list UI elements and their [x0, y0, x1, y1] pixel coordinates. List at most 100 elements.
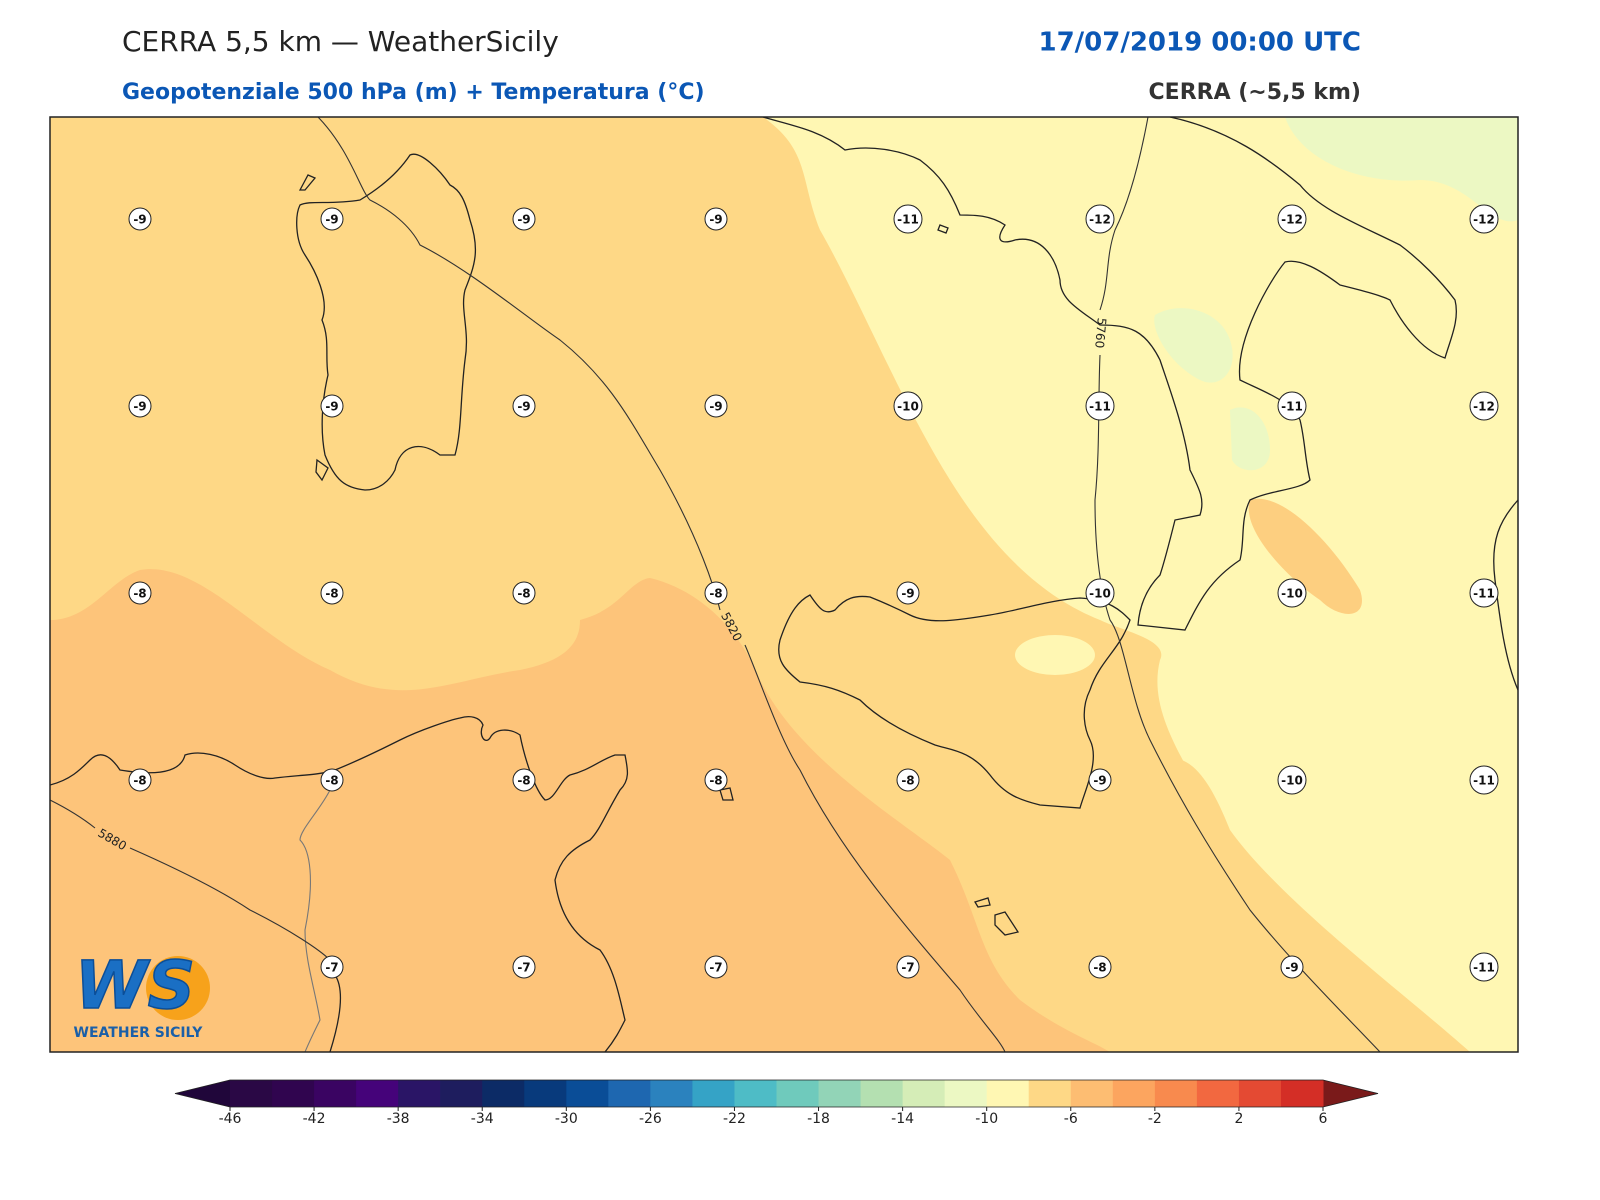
- temp-marker: [704, 394, 728, 418]
- temp-label: -7: [325, 961, 338, 975]
- border: [299, 789, 331, 1052]
- temp-marker: [1085, 391, 1115, 421]
- temp-label: -11: [1281, 400, 1303, 414]
- temp-field: [1154, 308, 1233, 383]
- map-frame: [49, 116, 1519, 1053]
- temp-label: -8: [901, 774, 914, 788]
- colorbar-swatch: [272, 1080, 315, 1107]
- temp-label: -9: [1093, 774, 1106, 788]
- colorbar-swatch: [1196, 1080, 1240, 1107]
- temp-label: -8: [133, 587, 146, 601]
- temp-marker: [512, 955, 536, 979]
- colorbar-swatch: [902, 1080, 946, 1107]
- temp-marker: [896, 955, 920, 979]
- temp-marker: [1277, 765, 1307, 795]
- colorbar-tick-label: -46: [219, 1111, 242, 1127]
- temp-marker: [1280, 955, 1304, 979]
- colorbar-swatch: [1280, 1080, 1324, 1107]
- temp-label: -11: [1473, 961, 1495, 975]
- temp-label: -11: [897, 213, 919, 227]
- colorbar-swatch: [734, 1080, 777, 1107]
- colorbar-swatch: [1154, 1080, 1198, 1107]
- logo: WS WEATHER SICILY: [74, 946, 210, 1041]
- subtitle: Geopotenziale 500 hPa (m) + Temperatura …: [122, 80, 705, 105]
- temp-marker: [704, 207, 728, 231]
- temp-marker: [512, 394, 536, 418]
- temp-label: -8: [325, 587, 338, 601]
- temp-marker: [320, 955, 344, 979]
- colorbar-swatch: [776, 1080, 820, 1107]
- colorbar-tick-label: -22: [723, 1111, 746, 1127]
- temp-marker: [320, 581, 344, 605]
- temp-field: [763, 117, 1518, 1052]
- colorbar-tick-label: 2: [1234, 1111, 1243, 1127]
- map-area: [50, 117, 1518, 1052]
- temp-marker: [320, 768, 344, 792]
- temp-label: -10: [1089, 587, 1111, 601]
- datetime: 17/07/2019 00:00 UTC: [1038, 28, 1361, 58]
- coastline: [762, 117, 1457, 631]
- temp-marker: [1277, 391, 1307, 421]
- temp-marker: [320, 207, 344, 231]
- temp-label: -9: [517, 213, 530, 227]
- temp-field: [1015, 635, 1095, 675]
- colorbar-swatch: [986, 1080, 1030, 1107]
- logo-mark: WS: [75, 947, 195, 1024]
- temp-marker: [1277, 578, 1307, 608]
- temp-label: -9: [901, 587, 914, 601]
- temp-field: [1160, 758, 1470, 1052]
- temp-marker: [512, 207, 536, 231]
- colorbar-swatch: [860, 1080, 904, 1107]
- temp-marker: [1469, 204, 1499, 234]
- temp-marker: [896, 581, 920, 605]
- temp-label: -12: [1473, 400, 1495, 414]
- colorbar-tick-label: -34: [471, 1111, 494, 1127]
- logo-text: WEATHER SICILY: [74, 1025, 204, 1041]
- colorbar-swatch: [398, 1080, 441, 1107]
- temp-marker: [1469, 765, 1499, 795]
- temp-field: [1248, 498, 1362, 614]
- colorbar-swatch: [230, 1080, 273, 1107]
- temp-label: -8: [517, 774, 530, 788]
- temp-label: -9: [1285, 961, 1298, 975]
- colorbar-swatch: [692, 1080, 735, 1107]
- temp-label: -11: [1089, 400, 1111, 414]
- colorbar-tick-label: -6: [1064, 1111, 1078, 1127]
- temp-field: [1285, 117, 1518, 222]
- colorbar-tick-label: -26: [639, 1111, 662, 1127]
- colorbar-swatch: [440, 1080, 483, 1107]
- temp-label: -7: [709, 961, 722, 975]
- temp-label: -9: [709, 400, 722, 414]
- temp-label: -10: [1281, 774, 1303, 788]
- temp-marker: [512, 768, 536, 792]
- colorbar-extend-low: [175, 1080, 230, 1107]
- temp-marker: [320, 394, 344, 418]
- isohypse: [1094, 117, 1381, 1052]
- temp-label: -12: [1473, 213, 1495, 227]
- temp-marker: [128, 394, 152, 418]
- temp-marker: [1088, 955, 1112, 979]
- colorbar-swatch: [1238, 1080, 1282, 1107]
- temp-marker: [893, 391, 923, 421]
- temp-label: -8: [133, 774, 146, 788]
- colorbar-swatch: [524, 1080, 567, 1107]
- colorbar-tick-label: -14: [891, 1111, 914, 1127]
- isohypse: [317, 117, 1006, 1052]
- temp-marker: [1469, 391, 1499, 421]
- colorbar-swatch: [944, 1080, 988, 1107]
- colorbar-tick-label: -10: [975, 1111, 998, 1127]
- colorbar-swatch: [1112, 1080, 1156, 1107]
- temp-label: -9: [325, 213, 338, 227]
- temp-label: -12: [1281, 213, 1303, 227]
- temp-label: -9: [133, 400, 146, 414]
- temp-marker: [704, 768, 728, 792]
- colorbar-swatch: [356, 1080, 399, 1107]
- temp-label: -8: [709, 774, 722, 788]
- temp-label: -10: [897, 400, 919, 414]
- temp-marker: [1469, 578, 1499, 608]
- coastline: [1493, 499, 1518, 691]
- logo-sun: [146, 956, 210, 1020]
- temp-marker: [1277, 204, 1307, 234]
- temp-marker: [512, 581, 536, 605]
